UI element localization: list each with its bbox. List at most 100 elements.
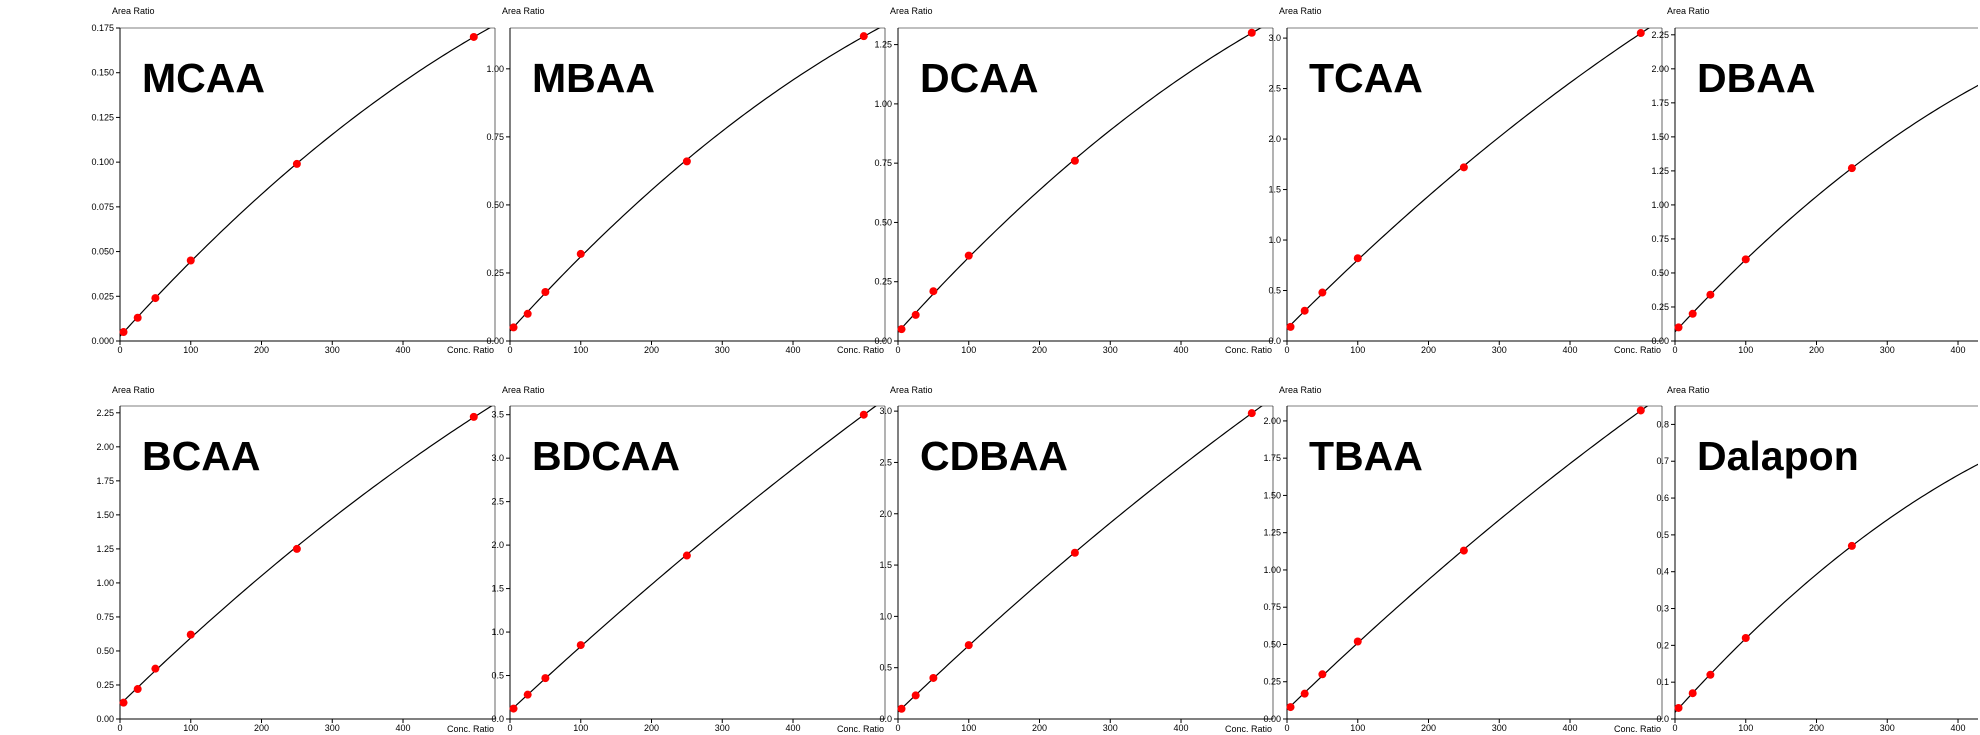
data-point — [541, 674, 550, 683]
y-tick-label: 1.25 — [1651, 166, 1669, 176]
y-tick-label: 0.4 — [1656, 567, 1669, 577]
y-tick-label: 1.75 — [96, 476, 114, 486]
analyte-name: TCAA — [1309, 55, 1423, 101]
y-tick-label: 3.0 — [879, 406, 892, 416]
data-point — [1318, 288, 1327, 297]
calibration-chart-dbaa: 0.00 0.25 0.50 0.75 1.00 1.25 1.50 1.75 2.00 2.25… — [1651, 6, 1978, 355]
y-tick-label: 2.25 — [96, 408, 114, 418]
y-tick-label: 0.25 — [874, 277, 892, 287]
analyte-name: DCAA — [920, 55, 1038, 101]
y-tick-label: 0.00 — [486, 336, 504, 346]
data-point — [509, 704, 518, 713]
x-tick-label: 100 — [1738, 723, 1753, 733]
y-axis-title: Area Ratio — [112, 6, 155, 16]
x-tick-label: 200 — [254, 723, 269, 733]
y-tick-label: 1.25 — [874, 40, 892, 50]
data-point — [119, 698, 128, 707]
data-point — [1300, 689, 1309, 698]
analyte-name: BCAA — [142, 433, 260, 479]
data-point — [911, 691, 920, 700]
x-axis-title: Conc. Ratio — [1614, 345, 1661, 355]
data-point — [1847, 164, 1856, 173]
x-tick-label: 0 — [507, 723, 512, 733]
y-tick-label: 0.25 — [486, 268, 504, 278]
x-tick-label: 300 — [1880, 345, 1895, 355]
x-tick-label: 400 — [786, 345, 801, 355]
calibration-chart-cdbaa: 0.0 0.5 1.0 1.5 2.0 2.5 3.0 0 100 200 300 400 Area R… — [879, 385, 1274, 734]
y-tick-label: 0.25 — [96, 680, 114, 690]
data-point — [509, 323, 518, 332]
x-tick-label: 300 — [325, 723, 340, 733]
x-tick-label: 200 — [1032, 345, 1047, 355]
y-tick-label: 1.50 — [1651, 132, 1669, 142]
y-tick-label: 0.3 — [1656, 604, 1669, 614]
y-tick-label: 2.0 — [491, 540, 504, 550]
y-tick-label: 1.5 — [1268, 185, 1281, 195]
fit-curve — [510, 28, 881, 332]
y-tick-label: 0.00 — [874, 336, 892, 346]
y-tick-label: 0.050 — [91, 247, 114, 257]
y-tick-label: 0.25 — [1651, 302, 1669, 312]
data-point — [897, 704, 906, 713]
x-tick-label: 0 — [117, 723, 122, 733]
data-point — [964, 251, 973, 260]
x-tick-label: 200 — [644, 723, 659, 733]
analyte-name: BDCAA — [532, 433, 680, 479]
y-tick-label: 0.0 — [491, 714, 504, 724]
y-tick-label: 1.50 — [1263, 490, 1281, 500]
x-tick-label: 300 — [1880, 723, 1895, 733]
data-point — [911, 310, 920, 319]
y-axis-title: Area Ratio — [1279, 385, 1322, 395]
fit-curve — [1675, 84, 1978, 333]
data-point — [186, 256, 195, 265]
y-tick-label: 0.00 — [1651, 336, 1669, 346]
calibration-chart-bcaa: 0.00 0.25 0.50 0.75 1.00 1.25 1.50 1.75 2.00 2.25… — [96, 385, 496, 734]
calibration-chart-tcaa: 0.0 0.5 1.0 1.5 2.0 2.5 3.0 0 100 200 300 400 Area R… — [1268, 6, 1663, 355]
y-axis-title: Area Ratio — [890, 385, 933, 395]
data-point — [1636, 406, 1645, 415]
analyte-name: CDBAA — [920, 433, 1068, 479]
y-axis-title: Area Ratio — [1279, 6, 1322, 16]
y-tick-label: 3.5 — [491, 410, 504, 420]
x-axis-title: Conc. Ratio — [447, 345, 494, 355]
y-tick-label: 0.00 — [1263, 714, 1281, 724]
y-tick-label: 0.175 — [91, 23, 114, 33]
data-point — [1847, 541, 1856, 550]
analyte-name: TBAA — [1309, 433, 1423, 479]
y-tick-label: 0.100 — [91, 157, 114, 167]
y-tick-label: 1.00 — [874, 99, 892, 109]
data-point — [1674, 323, 1683, 332]
analyte-name: MCAA — [142, 55, 265, 101]
data-point — [1286, 703, 1295, 712]
data-point — [1300, 306, 1309, 315]
data-point — [682, 551, 691, 560]
x-tick-label: 100 — [1350, 723, 1365, 733]
x-tick-label: 400 — [396, 723, 411, 733]
x-tick-label: 300 — [1103, 723, 1118, 733]
data-point — [859, 32, 868, 41]
x-tick-label: 200 — [1421, 345, 1436, 355]
x-tick-label: 300 — [325, 345, 340, 355]
y-tick-label: 0.50 — [1263, 639, 1281, 649]
y-tick-label: 2.00 — [96, 442, 114, 452]
data-point — [523, 309, 532, 318]
y-tick-label: 0.75 — [874, 158, 892, 168]
x-tick-label: 200 — [644, 345, 659, 355]
y-tick-label: 2.00 — [1651, 64, 1669, 74]
x-tick-label: 300 — [1103, 345, 1118, 355]
y-tick-label: 1.0 — [491, 627, 504, 637]
data-point — [929, 287, 938, 296]
x-tick-label: 100 — [1350, 345, 1365, 355]
y-tick-label: 1.00 — [486, 64, 504, 74]
data-point — [859, 410, 868, 419]
y-tick-label: 1.25 — [1263, 528, 1281, 538]
y-tick-label: 0.000 — [91, 336, 114, 346]
fit-curve — [1287, 406, 1649, 711]
x-tick-label: 100 — [183, 345, 198, 355]
x-tick-label: 300 — [1492, 345, 1507, 355]
y-tick-label: 0.1 — [1656, 677, 1669, 687]
data-point — [1688, 309, 1697, 318]
data-point — [133, 685, 142, 694]
x-tick-label: 400 — [1563, 723, 1578, 733]
